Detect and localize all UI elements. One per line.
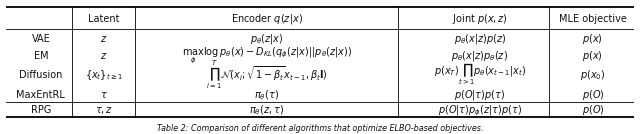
Text: Encoder $q(z|x)$: Encoder $q(z|x)$: [230, 12, 303, 26]
Text: $p(O)$: $p(O)$: [582, 88, 604, 102]
Text: $\max_{\phi}\log p_{\theta}(x) - D_{KL}(q_{\phi}(z|x)||p_{\theta}(z|x))$: $\max_{\phi}\log p_{\theta}(x) - D_{KL}(…: [182, 46, 352, 66]
Text: Diffusion: Diffusion: [19, 70, 63, 80]
Text: Latent: Latent: [88, 14, 120, 24]
Text: $z$: $z$: [100, 51, 108, 61]
Text: $p_{\theta}(x|z)p_{\theta}(z)$: $p_{\theta}(x|z)p_{\theta}(z)$: [451, 49, 508, 63]
Text: $p(O|\tau)p_{\phi}(z|\tau)p(\tau)$: $p(O|\tau)p_{\phi}(z|\tau)p(\tau)$: [438, 103, 522, 118]
Text: $p_{\theta}(x|z)p(z)$: $p_{\theta}(x|z)p(z)$: [454, 32, 506, 46]
Text: Table 2: Comparison of different algorithms that optimize ELBO-based objectives.: Table 2: Comparison of different algorit…: [157, 124, 483, 133]
Text: RPG: RPG: [31, 105, 51, 115]
Text: $\pi_{\theta}(\tau)$: $\pi_{\theta}(\tau)$: [254, 88, 279, 102]
Text: EM: EM: [33, 51, 48, 61]
Text: $\{x_t\}_{t\geq 1}$: $\{x_t\}_{t\geq 1}$: [84, 68, 123, 82]
Text: $\prod_{i=1}^{T}\mathcal{N}(x_i;\sqrt{1-\beta_t}x_{t-1},\beta_t\mathbf{I})$: $\prod_{i=1}^{T}\mathcal{N}(x_i;\sqrt{1-…: [205, 58, 328, 91]
Text: $p_{\theta}(z|x)$: $p_{\theta}(z|x)$: [250, 32, 284, 46]
Text: $p(O|\tau)p(\tau)$: $p(O|\tau)p(\tau)$: [454, 88, 506, 102]
Text: $p(x)$: $p(x)$: [582, 49, 603, 63]
Text: $p(x)$: $p(x)$: [582, 32, 603, 46]
Text: $z$: $z$: [100, 34, 108, 44]
Text: $p(O)$: $p(O)$: [582, 103, 604, 117]
Text: $p(x_0)$: $p(x_0)$: [580, 68, 605, 82]
Text: Joint $p(x,z)$: Joint $p(x,z)$: [452, 12, 508, 26]
Text: $\tau$: $\tau$: [100, 90, 108, 100]
Text: $p(x_T)\prod_{t>1}p_{\theta}(x_{t-1}|x_t)$: $p(x_T)\prod_{t>1}p_{\theta}(x_{t-1}|x_t…: [434, 62, 526, 87]
Text: MaxEntRL: MaxEntRL: [17, 90, 65, 100]
Text: VAE: VAE: [31, 34, 51, 44]
Text: $\tau, z$: $\tau, z$: [95, 105, 113, 116]
Text: MLE objective: MLE objective: [559, 14, 627, 24]
Text: $\pi_{\theta}(z,\tau)$: $\pi_{\theta}(z,\tau)$: [249, 104, 284, 117]
